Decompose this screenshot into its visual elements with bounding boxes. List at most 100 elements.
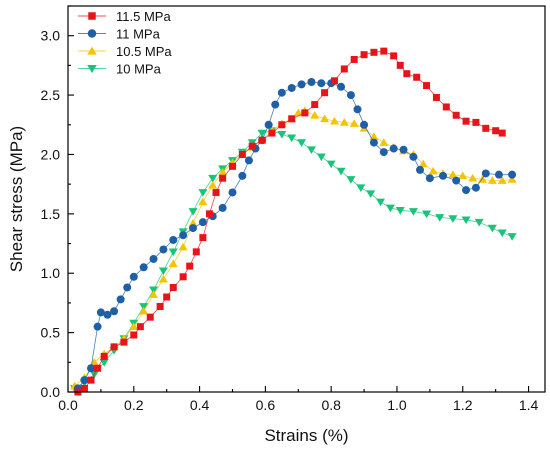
data-point [248,142,256,150]
data-point [94,364,102,372]
data-point [399,145,408,154]
data-point [487,224,497,233]
data-point [321,89,329,97]
data-point [136,323,144,331]
data-point [487,176,497,184]
data-point [218,203,227,212]
legend-marker [87,29,97,38]
series-line [77,81,513,389]
data-point [258,136,266,144]
y-tick-label: 2.5 [41,87,61,103]
data-point [458,171,468,180]
data-point [179,231,188,240]
y-tick-label: 1.5 [41,206,61,222]
data-point [257,129,267,138]
data-point [159,245,168,254]
data-point [116,295,125,304]
data-point [340,65,348,73]
data-point [307,78,316,87]
data-point [366,190,376,198]
data-point [199,234,207,242]
data-point [169,283,177,291]
data-point [179,273,187,281]
series-line [74,110,513,387]
data-point [208,174,218,183]
data-point [278,121,286,129]
data-point [87,364,96,373]
data-point [277,88,286,97]
data-point [169,235,178,244]
series-11-mpa [73,78,517,393]
data-point [350,55,358,63]
series-line [77,50,503,393]
data-point [80,384,88,392]
data-point [186,262,194,270]
data-point [212,188,220,196]
data-point [380,47,388,55]
legend-entry: 10.5 MPa [78,44,172,59]
data-point [139,263,148,272]
y-tick-label: 0.0 [41,384,61,400]
data-point [376,198,386,207]
legend-entry: 11.5 MPa [78,9,171,24]
data-point [428,166,438,175]
data-point [244,156,253,165]
data-point [370,48,378,56]
data-point [385,204,395,213]
data-point [330,77,338,85]
plot-frame [67,5,546,393]
x-tick-label: 1.2 [453,397,473,413]
data-point [396,61,404,69]
data-point [329,116,339,125]
data-point [129,272,138,281]
data-point [369,138,378,147]
y-tick-label: 1.0 [41,265,61,281]
data-point [156,302,164,310]
data-point [93,322,102,331]
data-point [238,150,246,158]
data-point [168,259,178,268]
data-point [103,310,112,319]
legend-label: 11 MPa [116,27,161,42]
data-point [80,376,89,385]
data-point [297,80,306,89]
data-point [188,219,198,227]
data-point [409,152,418,161]
data-point [96,308,105,317]
data-point [326,160,336,169]
legend-label: 10.5 MPa [116,44,172,59]
series-11-5-mpa [74,47,506,396]
data-point [110,343,118,351]
data-point [395,206,405,215]
x-tick-label: 0.2 [124,397,144,413]
data-point [481,169,490,178]
data-point [123,283,132,292]
x-tick-label: 1.0 [387,397,407,413]
x-tick-label: 0.6 [256,397,276,413]
data-point [474,218,484,227]
data-point [100,352,108,360]
data-point [390,52,398,60]
data-point [462,186,471,195]
data-point [219,174,227,182]
data-point [356,184,366,193]
data-point [268,129,276,137]
data-point [271,100,280,109]
data-point [403,70,411,78]
data-point [149,254,158,263]
data-point [379,148,388,157]
data-point [508,170,517,179]
data-point [297,139,307,147]
series-line [74,130,513,389]
data-point [415,165,424,174]
data-point [336,167,346,176]
data-point [192,248,200,256]
data-point [198,218,207,227]
data-point [149,290,159,298]
legend-marker [87,64,97,74]
data-point [439,171,448,180]
data-point [468,173,478,182]
data-point [389,144,398,153]
data-point [482,124,490,132]
